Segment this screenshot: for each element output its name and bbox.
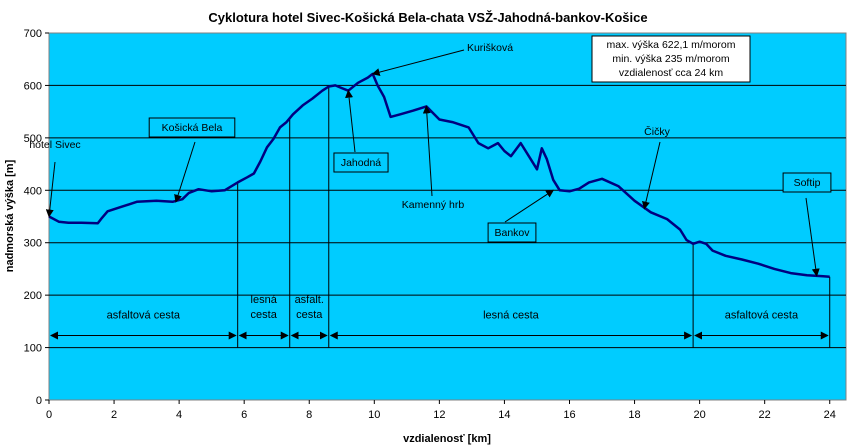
elevation-line: [48, 72, 830, 279]
point-label: Čičky: [644, 125, 670, 138]
x-tick-label: 18: [628, 409, 640, 421]
chart-title: Cyklotura hotel Sivec-Košická Bela-chata…: [208, 10, 647, 25]
label-arrow: [371, 49, 465, 76]
label-box: [782, 172, 832, 193]
label-arrow: [45, 161, 56, 218]
x-tick-label: 14: [498, 409, 510, 421]
x-tick-label: 2: [111, 409, 117, 421]
road-segments: asfaltová cesta lesná cesta asfalt. cesta les…: [50, 86, 831, 348]
y-tick-label: 200: [24, 290, 42, 302]
point-label: Jahodná: [341, 157, 381, 169]
label-arrow: [174, 141, 196, 203]
x-tick-label: 22: [759, 409, 771, 421]
point-label: Bankov: [494, 227, 530, 239]
segment-label: lesná: [251, 294, 278, 306]
segment-label: asfaltová cesta: [725, 310, 799, 322]
y-axis: 0 100 200 300 400 500 600 700: [24, 28, 49, 407]
x-tick-label: 0: [46, 409, 52, 421]
label-box: [333, 152, 389, 173]
grid-lines: [49, 84, 846, 349]
x-tick-label: 12: [433, 409, 445, 421]
series-elevation: [48, 72, 830, 279]
point-label: Kamenný hrb: [402, 199, 465, 211]
label-arrow: [422, 105, 433, 197]
info-distance: vzdialenosť cca 24 km: [619, 67, 724, 79]
plot-area: [48, 32, 847, 401]
label-arrow: [642, 141, 661, 210]
label-arrow: [805, 197, 820, 277]
y-axis-label: nadmorská výška [m]: [4, 159, 16, 272]
y-tick-label: 400: [24, 185, 42, 197]
y-tick-label: 700: [24, 28, 42, 40]
x-tick-label: 16: [563, 409, 575, 421]
label-arrow: [504, 189, 555, 223]
y-tick-label: 600: [24, 80, 42, 92]
label-box: [487, 222, 537, 243]
segment-label: asfalt.: [295, 294, 324, 306]
segment-label: cesta: [251, 309, 278, 321]
y-tick-label: 300: [24, 238, 42, 250]
point-label: hotel Sivec: [29, 139, 80, 151]
point-labels: hotel Sivec Košická Bela Jahodná Kurišková K…: [29, 42, 832, 277]
info-box-frame: [591, 35, 751, 83]
x-tick-label: 20: [693, 409, 705, 421]
segment-label: asfaltová cesta: [107, 310, 181, 322]
segment-label: lesná cesta: [483, 310, 540, 322]
info-box: max. výška 622,1 m/morom min. výška 235 …: [591, 35, 751, 83]
info-min: min. výška 235 m/morom: [612, 53, 730, 65]
x-tick-label: 4: [176, 409, 182, 421]
x-tick-label: 10: [368, 409, 380, 421]
point-label: Košická Bela: [162, 122, 223, 134]
x-tick-label: 8: [306, 409, 312, 421]
x-tick-label: 24: [824, 409, 836, 421]
x-axis-label: vzdialenosť [km]: [403, 433, 491, 445]
x-axis: 0 2 4 6 8 10 12 14 16 18 20 22 24: [46, 400, 836, 421]
segment-label: cesta: [296, 309, 323, 321]
x-tick-label: 6: [241, 409, 247, 421]
point-label: Kurišková: [467, 42, 513, 54]
y-tick-label: 0: [36, 395, 42, 407]
y-tick-label: 100: [24, 343, 42, 355]
label-box: [148, 117, 236, 138]
info-max: max. výška 622,1 m/morom: [607, 39, 736, 51]
y-tick-label: 500: [24, 133, 42, 145]
point-label: Softip: [794, 177, 821, 189]
label-arrow: [345, 89, 356, 153]
